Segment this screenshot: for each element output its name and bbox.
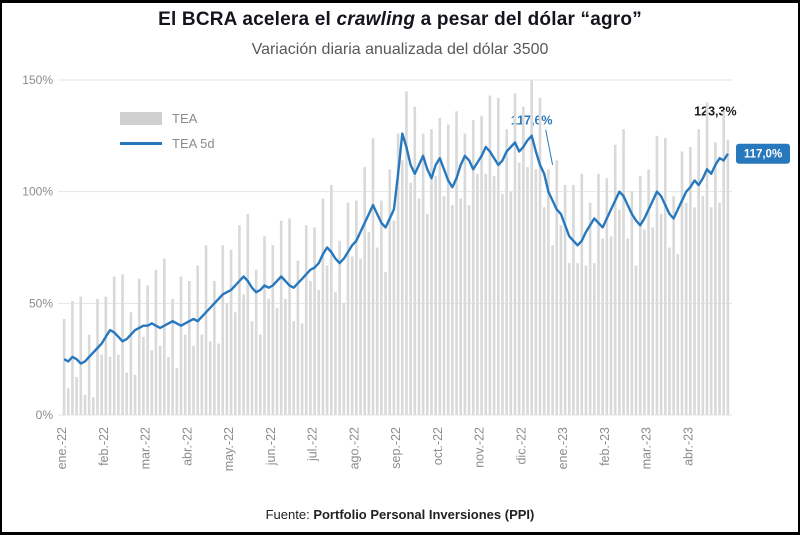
x-tick-label: dic.-22 (514, 427, 528, 465)
title-post: a pesar del dólar “agro” (415, 9, 642, 30)
x-tick-label: nov.-22 (473, 427, 487, 468)
source-caption: Fuente: Portfolio Personal Inversiones (… (2, 507, 798, 522)
source-name: Portfolio Personal Inversiones (PPI) (313, 507, 535, 522)
chart-title: El BCRA acelera el crawling a pesar del … (2, 9, 798, 31)
legend-label-tea5d: TEA 5d (172, 136, 215, 151)
x-tick-label: mar.-23 (640, 427, 654, 469)
x-tick-label: mar.-22 (139, 427, 153, 469)
annotation-leader (545, 129, 554, 165)
x-tick-label: ene.-22 (55, 427, 69, 469)
x-tick-label: oct.-22 (431, 427, 445, 465)
x-tick-label: feb.-23 (598, 427, 612, 466)
bar-swatch-icon (120, 112, 162, 125)
line-swatch-icon (120, 142, 162, 145)
last-value-badge (736, 143, 790, 164)
x-tick-label: ago.-22 (347, 427, 361, 469)
tea5d-line (63, 132, 729, 365)
title-pre: El BCRA acelera el (158, 9, 337, 30)
legend-item-tea: TEA (120, 111, 215, 126)
annotation-text: 123,3% (694, 105, 736, 119)
tea-bars (62, 80, 730, 416)
x-tick-label: may.-22 (222, 427, 236, 471)
legend-item-tea5d: TEA 5d (120, 136, 215, 151)
x-tick-label: abr.-23 (681, 427, 695, 466)
x-tick-label: jul.-22 (306, 427, 320, 462)
chart-area: 0% 50% 100% 150% ene.-22 feb.-22 mar.-22 abr.-2… (12, 65, 792, 485)
y-tick-label: 100% (22, 185, 53, 199)
y-tick-label: 0% (36, 408, 54, 422)
source-prefix: Fuente: (265, 507, 314, 522)
x-tick-label: ene.-23 (556, 427, 570, 469)
x-tick-label: abr.-22 (180, 427, 194, 466)
last-value-badge-text: 117,0% (744, 149, 782, 161)
y-tick-label: 150% (22, 73, 53, 87)
y-tick-label: 50% (29, 296, 53, 310)
legend: TEA TEA 5d (120, 111, 215, 151)
legend-label-tea: TEA (172, 111, 198, 126)
x-tick-label: feb.-22 (97, 427, 111, 466)
combo-chart-svg: 0% 50% 100% 150% ene.-22 feb.-22 mar.-22 abr.-2… (22, 73, 790, 471)
x-tick-label: jun.-22 (264, 427, 278, 466)
x-tick-label: sep.-22 (389, 427, 403, 469)
chart-subtitle: Variación diaria anualizada del dólar 35… (251, 41, 549, 58)
title-italic: crawling (336, 9, 416, 30)
